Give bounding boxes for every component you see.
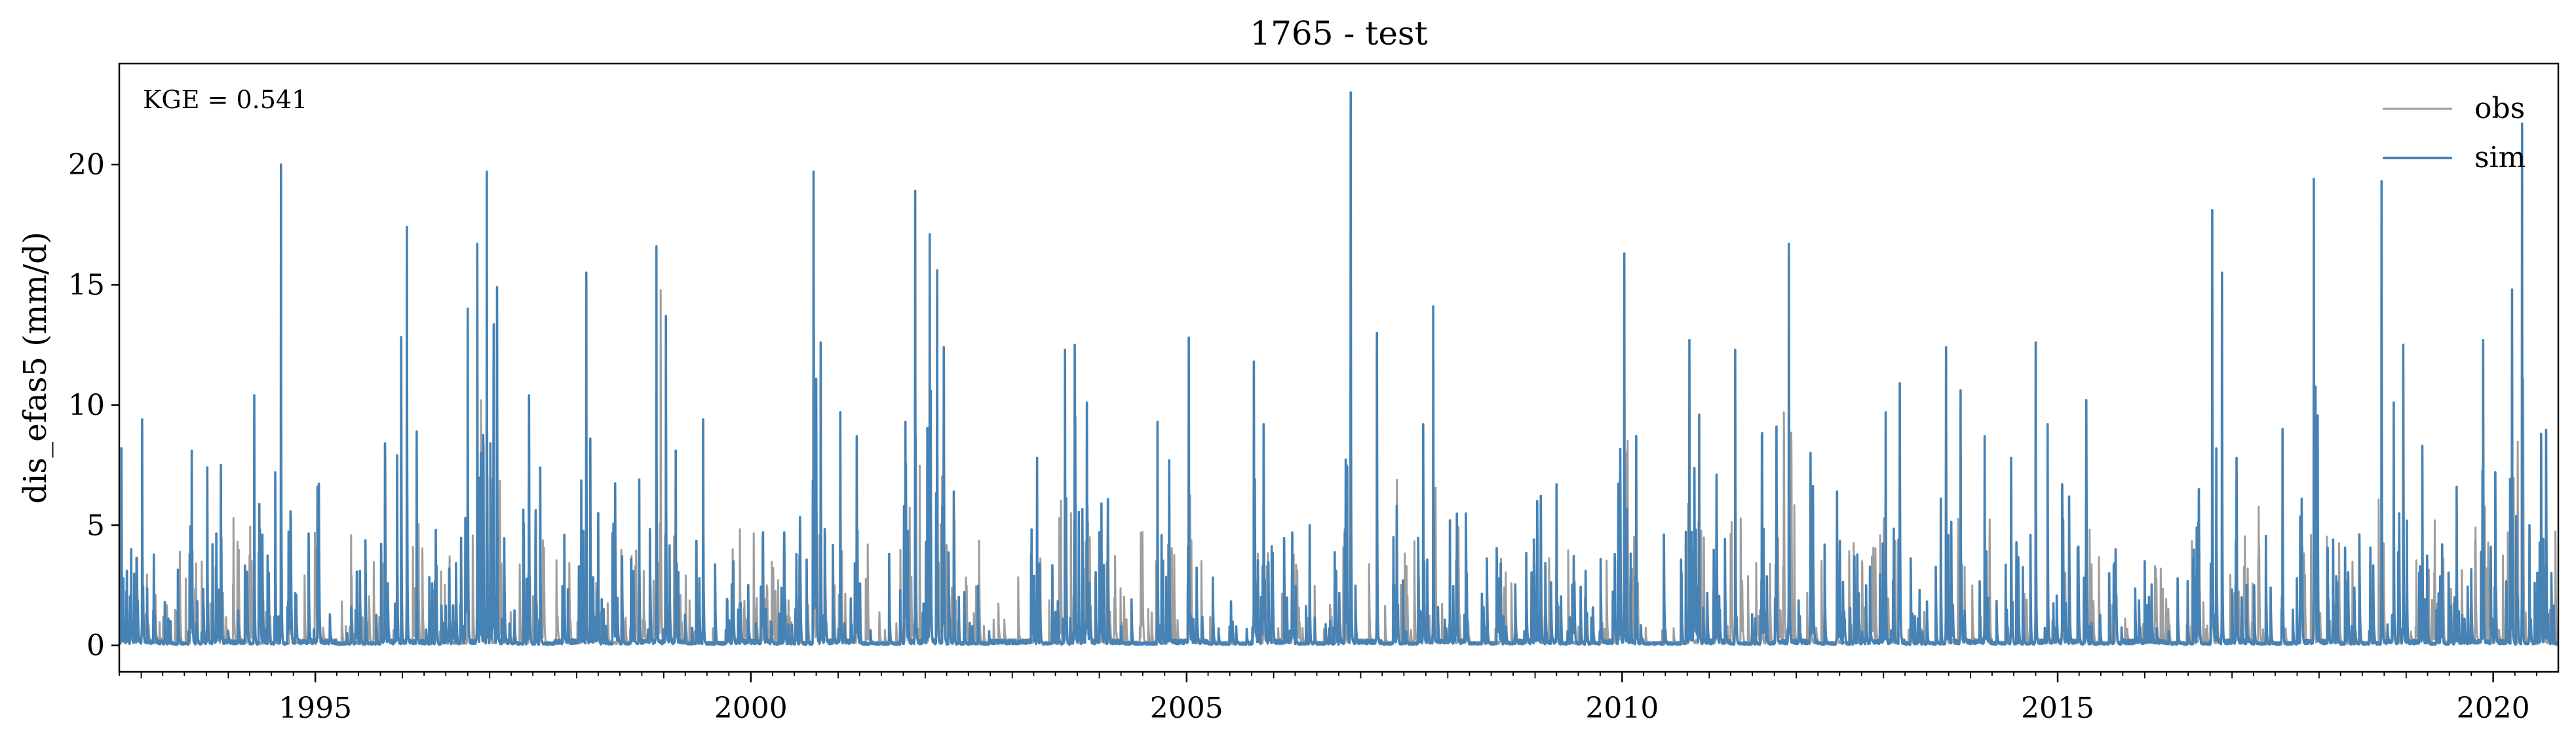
y-tick-label: 0 [87,629,105,663]
x-tick-label: 2005 [1150,692,1223,725]
x-tick-label: 2010 [1585,692,1659,725]
y-tick-label: 15 [68,268,105,302]
legend: obs sim [2383,92,2526,174]
chart-title: 1765 - test [1250,14,1427,52]
y-tick-label: 5 [87,509,105,542]
y-tick-label: 10 [68,389,105,422]
x-tick-label: 2015 [2021,692,2094,725]
series-lines [119,91,2558,646]
legend-label-obs: obs [2474,92,2525,125]
y-axis: 0 5 10 15 20 [68,148,119,663]
y-tick-label: 20 [68,148,105,182]
x-tick-label: 1995 [279,692,352,725]
x-axis: 1995 2000 2005 2010 2015 2020 [119,672,2537,725]
y-axis-label: dis_efas5 (mm/d) [17,231,54,503]
x-tick-label: 2000 [714,692,788,725]
series-sim [119,91,2558,646]
x-tick-label: 2020 [2457,692,2530,725]
legend-label-sim: sim [2474,141,2526,174]
kge-annotation: KGE = 0.541 [143,85,307,114]
